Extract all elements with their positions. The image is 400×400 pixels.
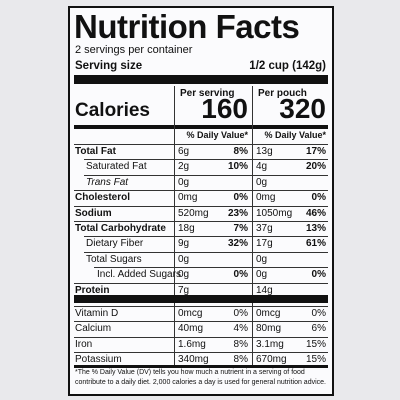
serving-amount: 18g xyxy=(178,223,195,234)
pouch-amount: 0g xyxy=(256,176,268,188)
serving-dv: 8% xyxy=(233,338,248,350)
serving-dv: 8% xyxy=(233,354,248,366)
serving-amount: 520mg xyxy=(178,207,209,219)
row-rule xyxy=(84,236,328,238)
nutrient-name: Total Sugars xyxy=(86,253,142,265)
serving-amount: 40mg xyxy=(178,323,204,335)
divider xyxy=(174,86,175,365)
pouch-dv: 6% xyxy=(311,323,326,335)
serving-dv: 8% xyxy=(233,146,248,157)
serving-size-label: Serving size xyxy=(75,60,143,72)
serving-size: 1/2 cup (142g) xyxy=(249,60,326,72)
serving-amount: 340mg xyxy=(178,354,209,366)
serving-dv: 10% xyxy=(227,161,248,173)
per-pouch: Per pouch xyxy=(258,88,307,99)
nutrient-name: Cholesterol xyxy=(75,192,131,204)
footnote: *The % Daily Value (DV) tells you how mu… xyxy=(75,369,326,386)
per-serving: Per serving xyxy=(180,88,235,99)
nutrient-name: Total Fat xyxy=(75,146,116,157)
pouch-amount: 14g xyxy=(256,284,273,296)
serving-amount: 0g xyxy=(178,176,190,188)
dv-header: % Daily Value* xyxy=(264,130,326,140)
serving-dv: 23% xyxy=(227,207,248,219)
serving-dv: 0% xyxy=(233,308,248,319)
nutrient-name: Vitamin D xyxy=(75,308,119,319)
pouch-dv: 0% xyxy=(311,269,326,281)
pouch-dv: 0% xyxy=(311,192,326,204)
row-rule xyxy=(74,352,328,354)
row-rule xyxy=(84,174,328,176)
dv-header: % Daily Value* xyxy=(186,130,248,140)
pouch-dv: 46% xyxy=(305,207,326,219)
pouch-amount: 0g xyxy=(256,253,268,265)
nutrient-name: Dietary Fiber xyxy=(86,238,144,250)
serving-amount: 2g xyxy=(178,161,190,173)
row-rule xyxy=(74,190,328,192)
serving-dv: 0% xyxy=(233,269,248,281)
medium-rule xyxy=(74,365,328,368)
serving-amount: 0g xyxy=(178,269,190,281)
row-rule xyxy=(84,251,328,253)
calories-serving: 160 xyxy=(201,93,248,124)
row-rule xyxy=(74,336,328,338)
row-rule xyxy=(74,282,328,284)
pouch-amount: 3.1mg xyxy=(256,338,284,350)
pouch-dv: 0% xyxy=(311,308,326,319)
pouch-amount: 80mg xyxy=(256,323,282,335)
pouch-amount: 37g xyxy=(256,223,273,234)
medium-rule xyxy=(74,125,328,129)
serving-dv: 7% xyxy=(233,223,248,234)
pouch-dv: 13% xyxy=(305,223,326,234)
thick-rule xyxy=(74,295,328,303)
nutrient-name: Saturated Fat xyxy=(86,161,147,173)
serving-amount: 9g xyxy=(178,238,190,250)
servings: 2 servings per container xyxy=(75,44,193,56)
nutrient-name: Iron xyxy=(75,338,93,350)
row-rule xyxy=(74,144,328,145)
serving-dv: 4% xyxy=(233,323,248,335)
nutrient-name: Incl. Added Sugars xyxy=(97,269,181,281)
pouch-amount: 670mg xyxy=(256,354,287,366)
pouch-amount: 13g xyxy=(256,146,273,157)
divider xyxy=(252,86,253,365)
nutrient-name: Potassium xyxy=(75,354,122,366)
serving-amount: 0g xyxy=(178,253,190,265)
pouch-dv: 61% xyxy=(305,238,326,250)
pouch-dv: 15% xyxy=(305,338,326,350)
pouch-amount: 17g xyxy=(256,238,273,250)
calories-pouch: 320 xyxy=(279,93,326,124)
thick-rule xyxy=(74,75,328,84)
serving-dv: 0% xyxy=(233,192,248,204)
row-rule xyxy=(74,205,328,207)
row-rule xyxy=(74,321,328,323)
serving-amount: 7g xyxy=(178,284,190,296)
row-rule xyxy=(74,306,328,307)
nutrient-name: Calcium xyxy=(75,323,112,335)
row-rule xyxy=(74,221,328,222)
pouch-dv: 15% xyxy=(305,354,326,366)
nutrient-name: Trans Fat xyxy=(86,176,129,188)
pouch-amount: 0mg xyxy=(256,192,276,204)
nutrition-label: Nutrition Facts 2 servings per container… xyxy=(68,6,334,396)
calories-label: Calories xyxy=(75,100,150,121)
pouch-amount: 0g xyxy=(256,269,268,281)
title: Nutrition Facts xyxy=(74,8,300,45)
row-rule xyxy=(84,159,328,161)
nutrient-name: Total Carbohydrate xyxy=(75,223,166,234)
serving-amount: 1.6mg xyxy=(178,338,206,350)
serving-amount: 6g xyxy=(178,146,190,157)
pouch-amount: 0mcg xyxy=(256,308,281,319)
row-rule xyxy=(94,267,328,269)
nutrient-name: Sodium xyxy=(75,207,112,219)
pouch-dv: 20% xyxy=(305,161,326,173)
pouch-amount: 1050mg xyxy=(256,207,293,219)
serving-amount: 0mcg xyxy=(178,308,203,319)
pouch-dv: 17% xyxy=(305,146,326,157)
nutrient-name: Protein xyxy=(75,284,110,296)
serving-dv: 32% xyxy=(227,238,248,250)
serving-amount: 0mg xyxy=(178,192,198,204)
pouch-amount: 4g xyxy=(256,161,268,173)
